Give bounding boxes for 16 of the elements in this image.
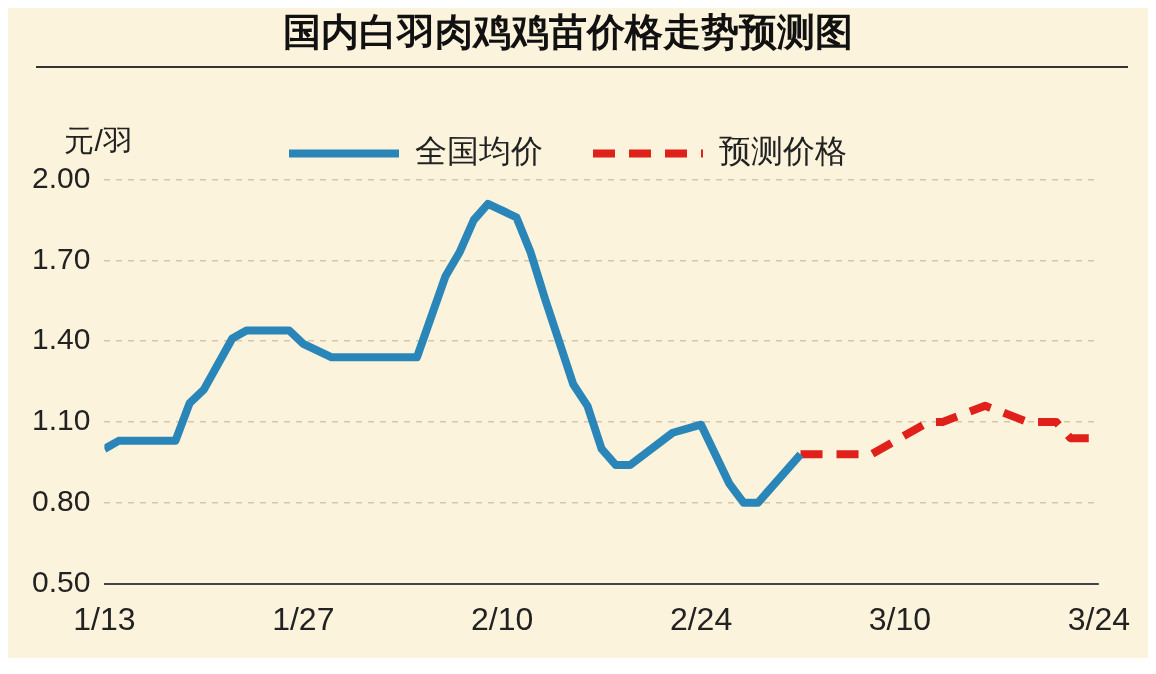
y-tick-label: 2.00 (32, 160, 91, 194)
y-tick-label: 0.50 (32, 564, 91, 598)
x-tick-label: 2/24 (669, 600, 733, 637)
y-axis-title: 元/羽 (64, 123, 133, 157)
y-tick-label: 1.40 (32, 322, 91, 356)
y-tick-label: 1.70 (32, 241, 91, 275)
x-tick-label: 1/27 (272, 600, 335, 637)
x-tick-label: 1/13 (73, 600, 136, 637)
legend-label: 全国均价 (415, 133, 543, 170)
legend-label: 预测价格 (719, 133, 847, 170)
x-tick-label: 2/10 (471, 600, 534, 637)
chart-title: 国内白羽肉鸡鸡苗价格走势预测图 (283, 8, 853, 54)
x-tick-label: 3/10 (868, 600, 932, 637)
y-tick-label: 1.10 (32, 403, 91, 437)
y-tick-label: 0.80 (32, 484, 91, 518)
x-tick-label: 3/24 (1067, 600, 1130, 637)
